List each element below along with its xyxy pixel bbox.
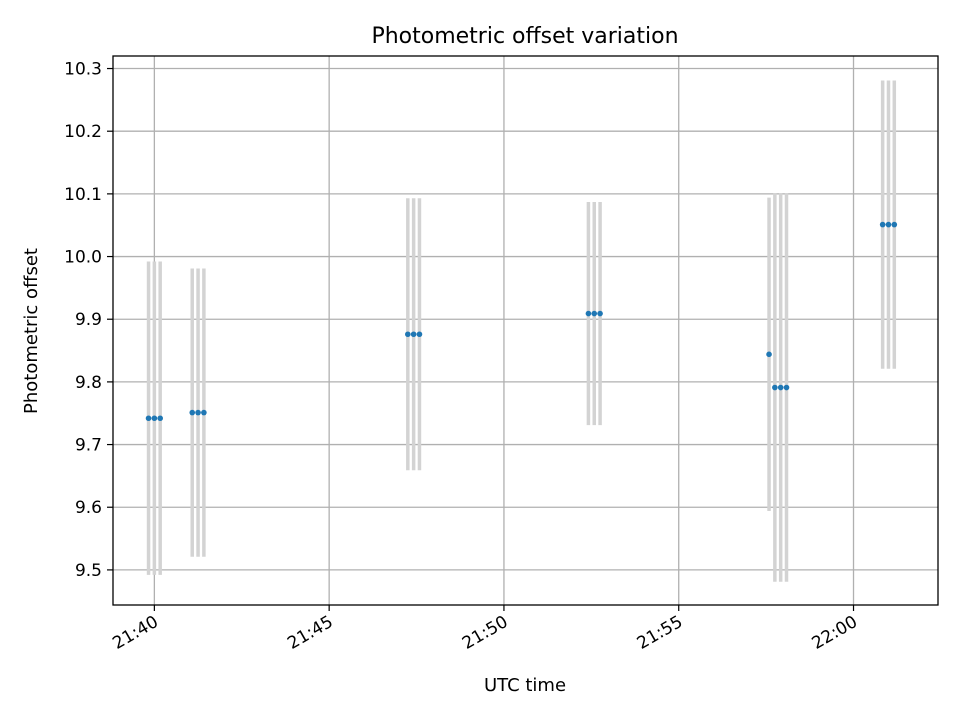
- chart-title: Photometric offset variation: [371, 24, 678, 49]
- y-axis-label: Photometric offset: [21, 248, 42, 414]
- y-tick-label: 9.9: [75, 310, 102, 330]
- data-point: [157, 415, 163, 422]
- axes-frame: [112, 55, 939, 606]
- y-tick-label: 10.1: [64, 185, 102, 205]
- data-point: [145, 415, 152, 422]
- data-point: [885, 221, 892, 228]
- data-point: [783, 384, 790, 391]
- data-point: [151, 415, 158, 422]
- y-tick-label: 9.8: [75, 373, 102, 393]
- y-tick-label: 9.6: [75, 498, 102, 518]
- data-point: [410, 331, 417, 338]
- y-tick-label: 10.2: [64, 122, 102, 142]
- data-point: [766, 351, 772, 358]
- grid-lines: [113, 56, 938, 605]
- data-point: [585, 310, 592, 317]
- data-point: [879, 221, 886, 228]
- data-point: [416, 331, 423, 338]
- data-point: [891, 221, 898, 228]
- data-point: [201, 409, 207, 416]
- y-tick-label: 9.7: [75, 436, 102, 456]
- y-tick-label: 9.5: [75, 561, 102, 581]
- data-point: [405, 331, 411, 338]
- data-point: [591, 310, 598, 317]
- data-point: [597, 310, 603, 317]
- data-point: [777, 384, 784, 391]
- y-tick-label: 10.3: [64, 60, 102, 80]
- data-point: [772, 384, 778, 391]
- data-point: [189, 409, 196, 416]
- data-points: [145, 221, 898, 422]
- data-point: [195, 409, 201, 416]
- x-axis-label: UTC time: [484, 675, 566, 696]
- y-tick-label: 10.0: [64, 248, 102, 268]
